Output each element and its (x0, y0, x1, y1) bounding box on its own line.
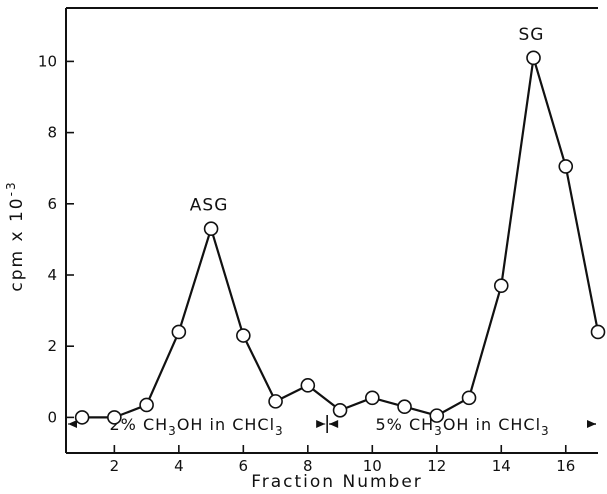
y-tick-label: 4 (47, 266, 57, 284)
data-point (107, 410, 122, 425)
peak-label: ASG (190, 196, 229, 216)
band-subscript: 3 (168, 424, 177, 438)
band-text: OH in CHCl (443, 415, 541, 434)
band-subscript: 3 (541, 424, 550, 438)
band-arrowhead (316, 420, 326, 428)
x-tick-label: 16 (556, 457, 575, 475)
data-point (268, 394, 283, 409)
band-text: OH in CHCl (177, 415, 275, 434)
data-point (526, 50, 541, 66)
y-tick-label: 0 (47, 408, 57, 426)
x-tick-label: 8 (303, 457, 313, 475)
band-text: 5% CH (376, 415, 435, 434)
y-tick-label: 8 (47, 124, 57, 142)
x-tick-label: 14 (492, 457, 511, 475)
y-tick-label: 10 (38, 52, 57, 70)
series-line (82, 56, 600, 419)
x-tick-label: 4 (174, 457, 184, 475)
data-point (558, 159, 574, 174)
data-point (203, 221, 219, 237)
band-arrowhead (68, 420, 77, 428)
data-point (332, 402, 348, 418)
solvent-band-label: 5% CH3OH in CHCl3 (376, 415, 550, 438)
data-point (590, 324, 606, 340)
band-arrowhead (329, 420, 339, 428)
band-arrowhead (587, 420, 596, 428)
data-point (300, 378, 316, 393)
y-tick-label: 6 (47, 195, 57, 213)
solvent-band-label: 2% CH3OH in CHCl3 (110, 415, 284, 438)
data-point (461, 390, 477, 406)
band-subscript: 3 (434, 424, 443, 438)
x-tick-label: 12 (427, 457, 446, 475)
y-axis-title: cpm x 10-3 (4, 180, 27, 291)
series-line-layer (82, 56, 600, 419)
data-point (171, 324, 187, 340)
tick-layer: 2 4 6 8 10 12 14 16 0 2 4 6 8 10 (38, 52, 575, 475)
peak-label: SG (519, 25, 545, 45)
y-axis-title-exponent: -3 (4, 180, 18, 196)
y-tick-label: 2 (47, 337, 57, 355)
x-tick-label: 2 (110, 457, 120, 475)
solvent-band-layer: 2% CH3OH in CHCl3 5% CH3OH in CHCl3 (68, 415, 596, 438)
data-point (429, 408, 445, 423)
x-tick-label: 10 (363, 457, 382, 475)
data-point (493, 278, 509, 293)
plot-frame (65, 7, 598, 454)
data-point (74, 410, 90, 425)
band-text: 2% CH (110, 415, 169, 434)
x-axis-title: Fraction Number (251, 472, 423, 492)
data-point (365, 390, 380, 406)
data-point (139, 397, 154, 413)
x-tick-label: 6 (239, 457, 249, 475)
band-subscript: 3 (275, 424, 284, 438)
data-point (236, 328, 251, 343)
data-point (397, 399, 412, 415)
data-point-layer (74, 50, 606, 425)
annotation-layer: ASG SG (190, 25, 545, 216)
y-axis-title-text: cpm x 10 (7, 196, 27, 291)
